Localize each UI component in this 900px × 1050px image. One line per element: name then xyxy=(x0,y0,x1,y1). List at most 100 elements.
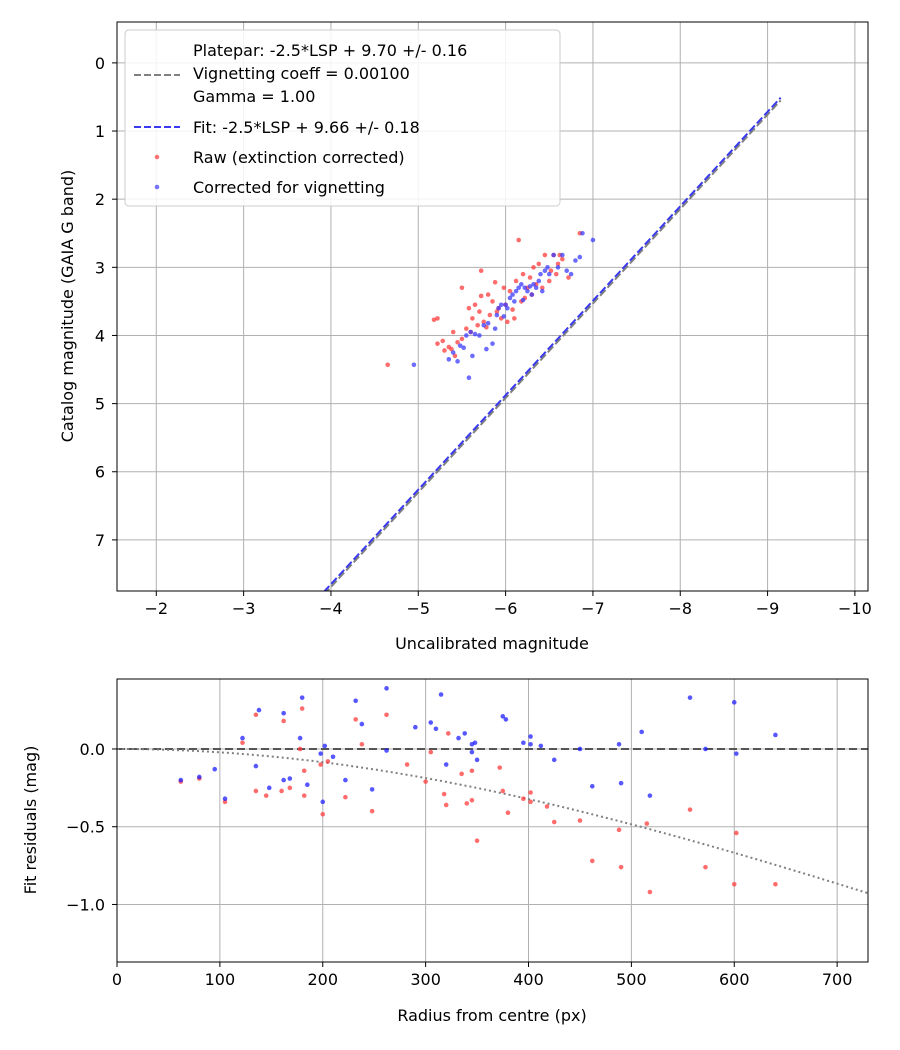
corrected-point xyxy=(461,345,466,351)
y-tick-label: 7 xyxy=(95,531,105,550)
corrected-point xyxy=(297,735,303,741)
corrected-point xyxy=(516,285,521,291)
raw-point xyxy=(507,288,513,294)
x-tick-label: −5 xyxy=(406,599,430,618)
corrected-point xyxy=(501,314,507,319)
raw-point xyxy=(459,771,464,777)
raw-point xyxy=(531,265,536,270)
corrected-point xyxy=(507,295,513,301)
raw-point xyxy=(536,261,542,267)
raw-point xyxy=(551,819,557,825)
x-tick-label: 200 xyxy=(307,970,338,989)
corrected-point xyxy=(281,777,286,783)
raw-point xyxy=(527,275,533,280)
raw-point xyxy=(440,338,446,344)
raw-point xyxy=(510,307,515,312)
raw-point xyxy=(516,237,521,243)
corrected-point xyxy=(529,292,535,297)
raw-point xyxy=(548,268,554,274)
x-tick-label: −2 xyxy=(144,599,168,618)
raw-point xyxy=(478,293,484,299)
corrected-point xyxy=(564,268,570,274)
corrected-point xyxy=(178,777,184,783)
corrected-point xyxy=(533,285,539,291)
x-tick-labels: 0 100 200 300 400 500 600 700 xyxy=(112,970,853,989)
raw-point xyxy=(450,329,456,335)
corrected-point xyxy=(322,743,328,749)
y-tick-label: 3 xyxy=(95,258,105,277)
raw-point xyxy=(577,818,583,823)
raw-point xyxy=(464,326,469,331)
x-axis-label: Radius from centre (px) xyxy=(397,1006,586,1025)
raw-point xyxy=(287,785,293,791)
corrected-point xyxy=(551,757,557,763)
x-tick-label: 0 xyxy=(112,970,122,989)
raw-point xyxy=(644,821,650,826)
raw-point xyxy=(459,336,465,342)
corrected-point xyxy=(618,780,624,786)
raw-point xyxy=(449,346,454,352)
y-tick-label: 5 xyxy=(95,395,105,414)
corrected-point xyxy=(616,742,622,747)
x-tick-label: −10 xyxy=(838,599,872,618)
plot-area xyxy=(117,679,868,962)
corrected-point xyxy=(266,785,272,791)
raw-point xyxy=(281,718,286,724)
corrected-point xyxy=(411,362,417,368)
raw-point xyxy=(423,779,428,784)
corrected-point xyxy=(474,757,480,763)
raw-point xyxy=(487,312,493,318)
corrected-point xyxy=(494,312,500,318)
corrected-point xyxy=(450,350,456,355)
y-tick-label: 2 xyxy=(95,190,105,209)
corrected-point xyxy=(438,692,444,697)
corrected-point xyxy=(503,717,509,722)
corrected-point xyxy=(462,731,468,736)
corrected-point xyxy=(481,322,487,328)
legend-fit-label: Fit: -2.5*LSP + 9.66 +/- 0.18 xyxy=(193,118,420,137)
raw-point xyxy=(490,299,495,304)
legend-platepar-line2: Vignetting coeff = 0.00100 xyxy=(193,64,410,83)
raw-point xyxy=(472,302,478,308)
x-tick-label: −4 xyxy=(319,599,343,618)
corrected-point xyxy=(734,751,739,756)
corrected-point xyxy=(484,346,489,352)
platepar-line xyxy=(325,99,782,591)
corrected-point xyxy=(545,265,550,270)
corrected-point xyxy=(305,782,310,788)
y-tick-label: 6 xyxy=(95,463,105,482)
raw-point xyxy=(497,765,503,770)
corrected-point xyxy=(240,735,245,741)
tick-marks xyxy=(112,748,838,967)
x-tick-label: 300 xyxy=(410,970,441,989)
raw-point xyxy=(445,731,451,736)
raw-point xyxy=(616,827,622,833)
raw-point xyxy=(469,768,475,774)
corrected-point xyxy=(253,763,259,769)
corrected-point xyxy=(384,748,389,753)
corrected-point xyxy=(320,799,326,805)
corrected-point xyxy=(546,271,552,277)
raw-point xyxy=(359,742,365,747)
magnitude-plot: −2 −3 −4 −5 −6 −7 −8 −9 −10 0 1 2 3 4 5 6 7 Uncalibrate… xyxy=(58,21,872,653)
legend-corrected-label: Corrected for vignetting xyxy=(193,178,385,197)
corrected-point xyxy=(551,252,556,258)
raw-point xyxy=(544,804,550,809)
corrected-point xyxy=(555,265,561,270)
corrected-point xyxy=(531,282,536,287)
raw-point xyxy=(560,256,565,262)
corrected-point xyxy=(428,720,434,725)
corrected-point xyxy=(496,305,501,311)
corrected-point xyxy=(490,341,495,346)
x-tick-label: −8 xyxy=(668,599,692,618)
corrected-point xyxy=(472,331,478,337)
x-tick-label: 600 xyxy=(719,970,750,989)
raw-point xyxy=(435,341,440,346)
fit-line xyxy=(323,96,782,591)
corrected-point xyxy=(469,749,475,755)
corrected-point xyxy=(446,357,452,362)
raw-point xyxy=(240,740,245,746)
raw-point xyxy=(297,746,303,752)
x-tick-label: −6 xyxy=(494,599,518,618)
raw-point xyxy=(542,252,548,258)
